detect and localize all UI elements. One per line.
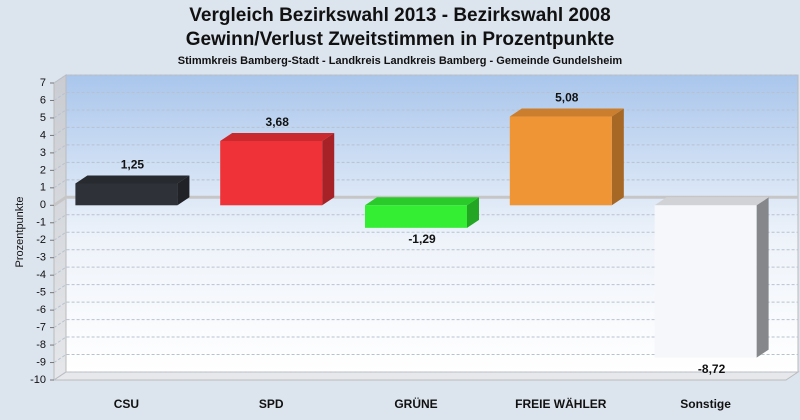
y-tick-label: -10 bbox=[30, 374, 46, 386]
value-label: -1,29 bbox=[408, 232, 436, 246]
bar bbox=[75, 183, 178, 206]
bar bbox=[220, 141, 323, 206]
bar-top-shade bbox=[365, 197, 479, 206]
y-tick-label: 0 bbox=[40, 199, 46, 211]
y-tick-label: 2 bbox=[40, 164, 46, 176]
grid-line bbox=[53, 91, 798, 101]
bar-top bbox=[220, 133, 335, 142]
y-tick-label: -9 bbox=[36, 356, 46, 368]
y-tick-label: -4 bbox=[36, 269, 46, 281]
y-tick-label: -3 bbox=[36, 252, 46, 264]
bar-top bbox=[365, 197, 479, 206]
grid-line bbox=[53, 336, 798, 346]
y-tick-label: 1 bbox=[40, 182, 46, 194]
y-tick-label: -2 bbox=[36, 234, 46, 246]
bar-side-shade bbox=[611, 108, 624, 206]
plot-wall bbox=[53, 74, 67, 381]
y-tick-label: -7 bbox=[36, 321, 46, 333]
bar-top-shade bbox=[654, 197, 769, 206]
bar-side bbox=[756, 197, 769, 358]
bar-side bbox=[611, 108, 624, 206]
bar-side bbox=[322, 133, 335, 206]
bar-top bbox=[654, 197, 769, 206]
bar bbox=[365, 205, 467, 228]
grid-line bbox=[53, 266, 798, 276]
x-tick-label: FREIE WÄHLER bbox=[515, 396, 607, 411]
plot-floor bbox=[52, 371, 800, 381]
bar-top bbox=[75, 175, 190, 184]
value-label: -8,72 bbox=[698, 362, 726, 376]
x-tick-label: SPD bbox=[259, 397, 284, 411]
bar-side-shade bbox=[322, 133, 335, 206]
chart-subtitle: Gewinn/Verlust Zweitstimmen in Prozentpu… bbox=[186, 29, 615, 50]
y-tick-label: 4 bbox=[40, 129, 46, 141]
y-tick-label: -8 bbox=[36, 339, 46, 351]
bar-side-shade bbox=[467, 197, 479, 228]
bar-top bbox=[509, 108, 624, 117]
bar-top-shade bbox=[509, 108, 624, 117]
bar-side bbox=[467, 197, 479, 228]
grid-line bbox=[53, 74, 798, 84]
bar-top-shade bbox=[75, 175, 190, 184]
y-axis-label: Prozentpunkte bbox=[14, 197, 26, 268]
bar-side-shade bbox=[756, 197, 769, 358]
bar-top-shade bbox=[220, 133, 335, 142]
chart-caption: Stimmkreis Bamberg-Stadt - Landkreis Lan… bbox=[178, 55, 623, 67]
y-tick-label: -6 bbox=[36, 304, 46, 316]
value-label: 3,68 bbox=[266, 115, 290, 129]
bar bbox=[654, 205, 757, 358]
chart-title: Vergleich Bezirkswahl 2013 - Bezirkswahl… bbox=[189, 5, 610, 26]
y-tick-label: 7 bbox=[40, 77, 46, 89]
value-label: 1,25 bbox=[121, 158, 145, 172]
grid-line bbox=[53, 214, 798, 224]
grid-line bbox=[53, 371, 798, 381]
x-tick-label: GRÜNE bbox=[394, 396, 437, 411]
bar-side-shade bbox=[177, 175, 190, 206]
grid-line bbox=[53, 284, 798, 294]
y-tick-label: 3 bbox=[40, 147, 46, 159]
y-tick-label: 6 bbox=[40, 94, 46, 106]
y-tick-label: -1 bbox=[36, 217, 46, 229]
value-label: 5,08 bbox=[555, 91, 579, 105]
grid-line bbox=[53, 231, 798, 241]
y-tick-label: -5 bbox=[36, 287, 46, 299]
x-tick-label: Sonstige bbox=[680, 397, 731, 411]
grid-line bbox=[53, 354, 798, 363]
bar bbox=[509, 116, 612, 206]
x-tick-label: CSU bbox=[114, 397, 139, 411]
grid-line bbox=[53, 319, 798, 329]
grid-line bbox=[53, 301, 798, 311]
y-tick-label: 5 bbox=[40, 112, 46, 124]
bar-side bbox=[177, 175, 190, 206]
grid-line bbox=[53, 249, 798, 259]
